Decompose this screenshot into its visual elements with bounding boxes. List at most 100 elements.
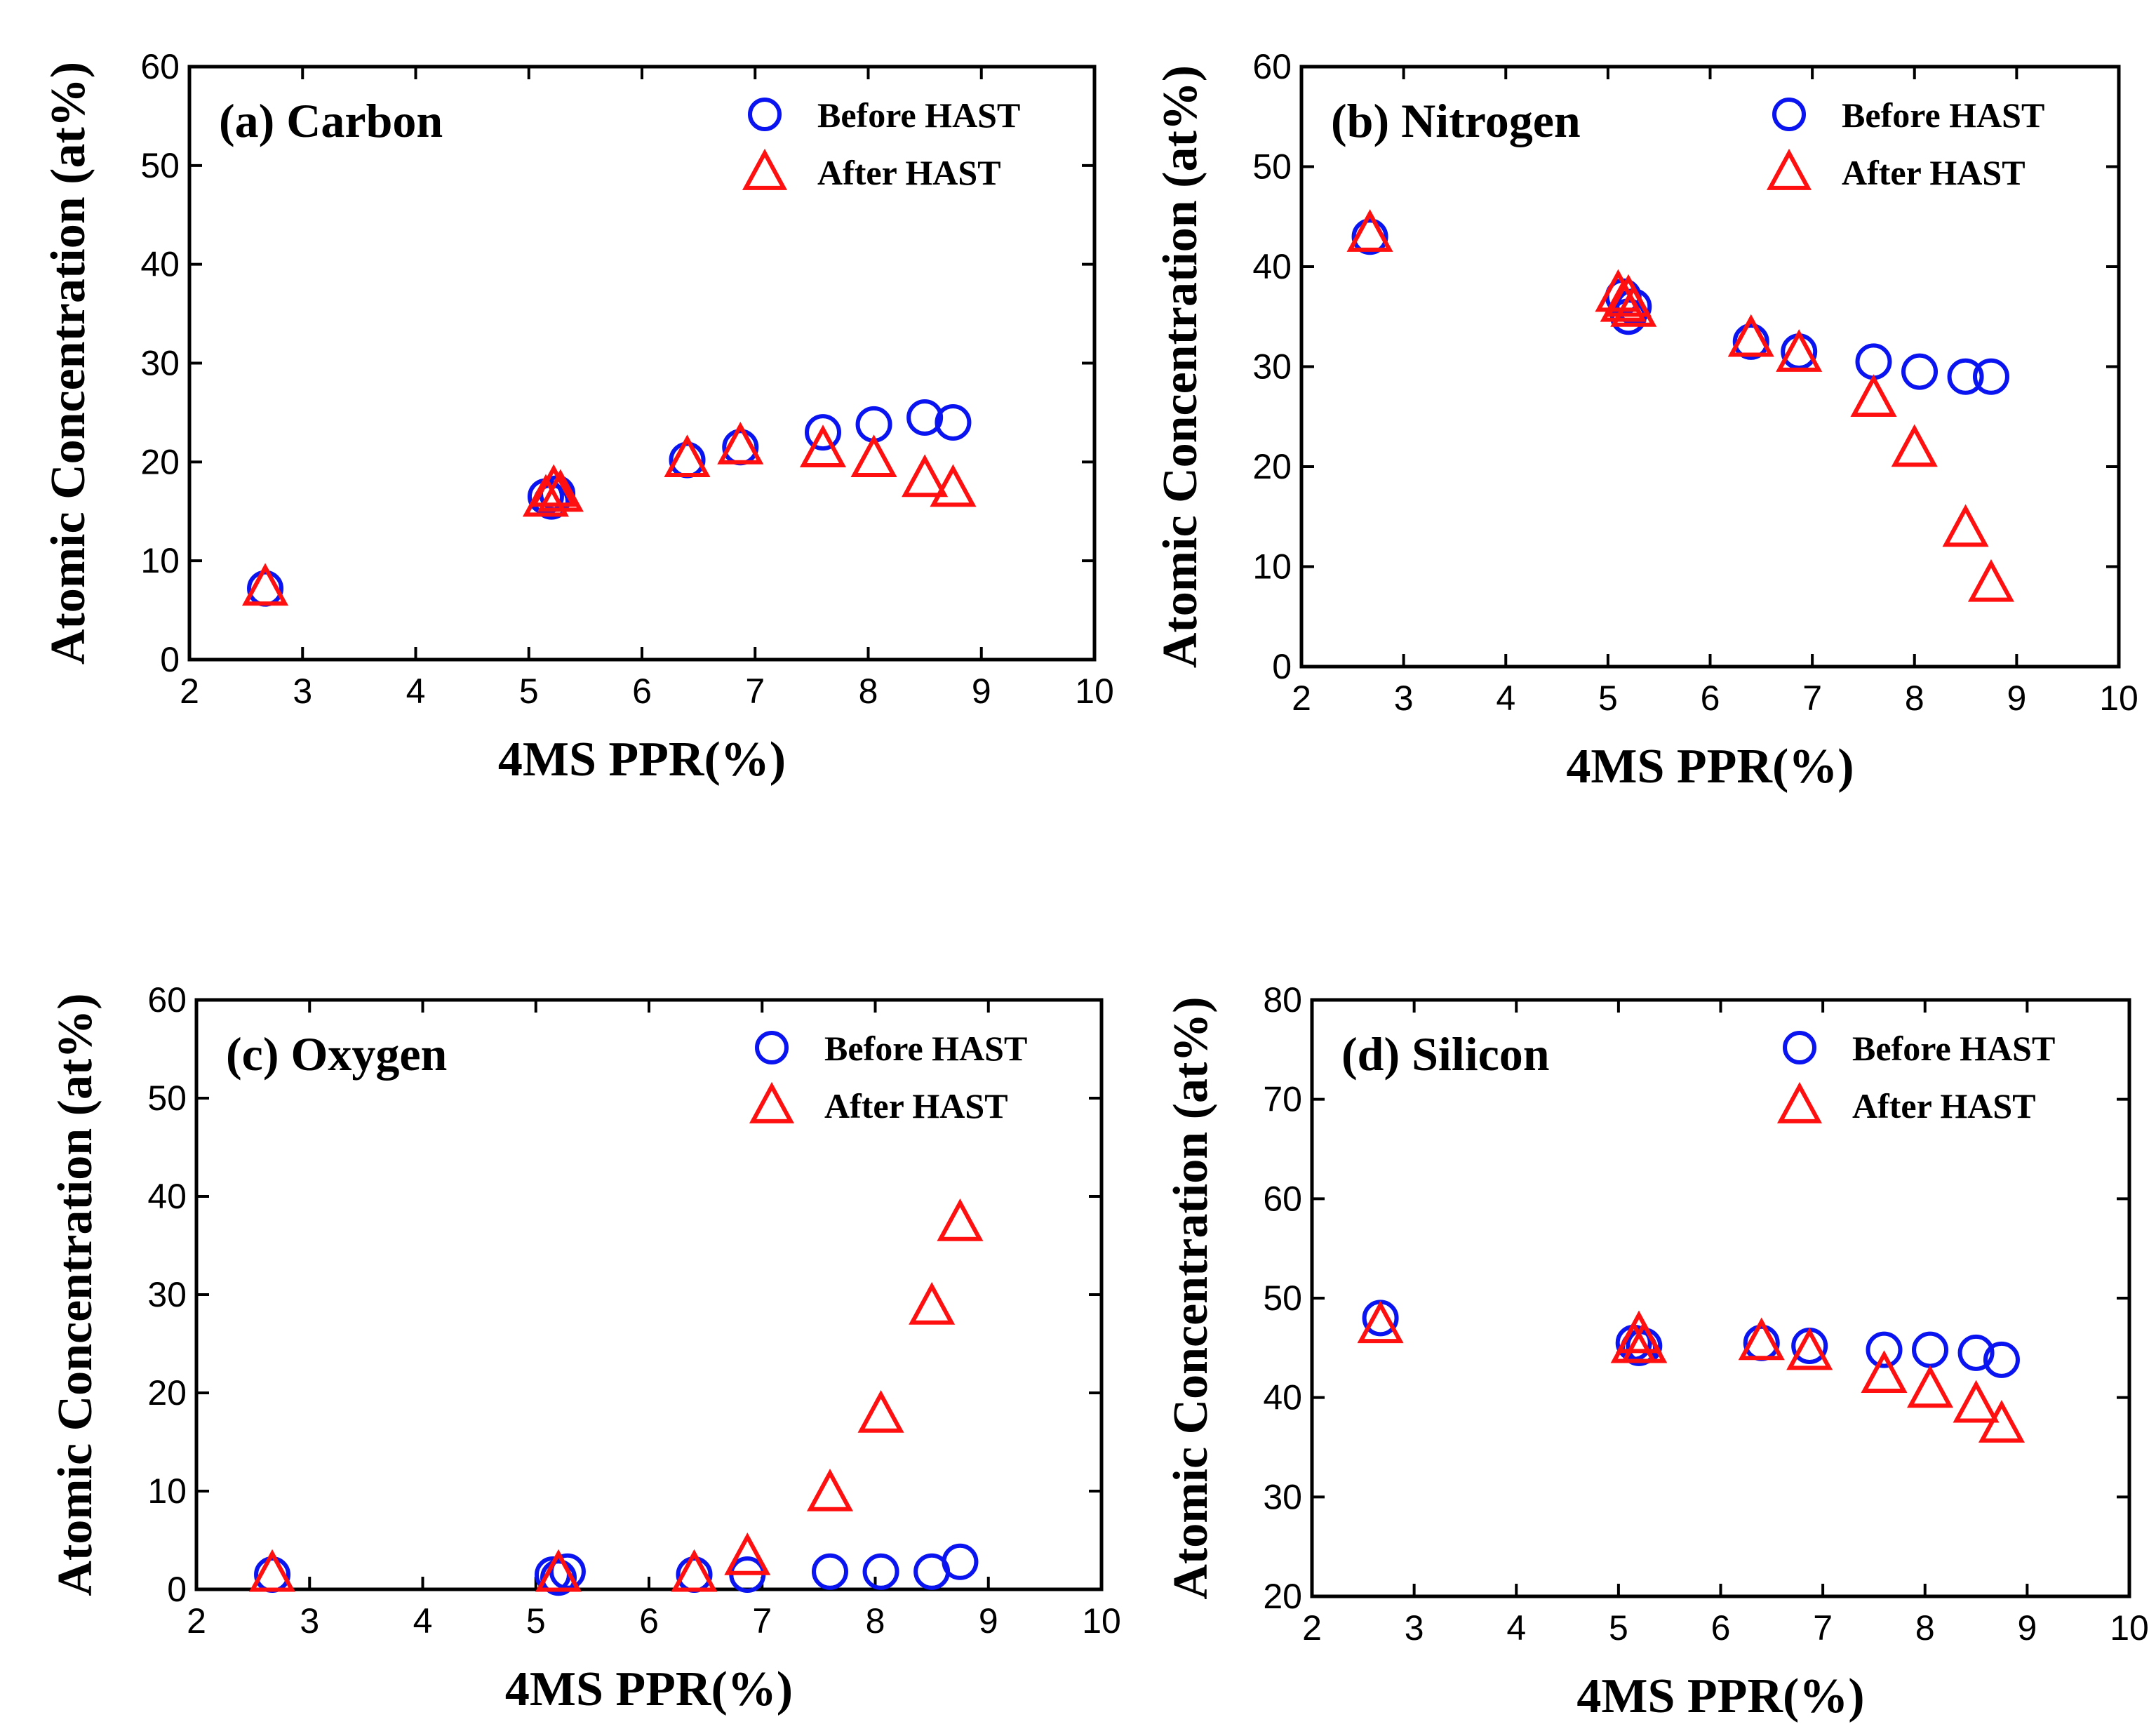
y-tick-label: 20: [1263, 1577, 1302, 1616]
legend-label-after: After HAST: [817, 153, 1001, 192]
legend-label-after: After HAST: [824, 1086, 1008, 1126]
x-tick-label: 5: [526, 1601, 546, 1641]
point-before-hast: [812, 1553, 848, 1590]
point-after-hast: [664, 434, 711, 478]
y-axis-label: Atomic Concentration (at%): [41, 62, 95, 665]
panel-title: (b) Nitrogen: [1331, 94, 1581, 147]
y-tick-label: 30: [1263, 1477, 1302, 1516]
x-tick-label: 10: [1075, 672, 1114, 711]
x-tick-label: 3: [300, 1601, 319, 1641]
point-before-hast: [1983, 1341, 2020, 1378]
y-tick-label: 30: [140, 344, 180, 383]
y-tick-label: 40: [1252, 247, 1292, 286]
legend-marker-after: [1776, 1081, 1823, 1123]
legend-marker-before: [748, 98, 782, 131]
x-axis-label: 4MS PPR(%): [1566, 740, 1854, 794]
x-tick-label: 9: [979, 1601, 998, 1641]
point-before-hast: [1901, 353, 1939, 390]
point-after-hast: [1621, 1320, 1668, 1363]
x-tick-label: 8: [1915, 1608, 1935, 1648]
chart-oxygen: 2 3 4 5 6 7 8 9 10 0 10 20 30 40 50 60 4MS PPR(%) Atomic …: [48, 980, 1121, 1716]
point-after-hast: [902, 454, 949, 498]
x-tick-label: 5: [1598, 679, 1618, 718]
x-axis-label: 4MS PPR(%): [498, 733, 786, 787]
y-tick-label: 0: [167, 1570, 187, 1609]
point-before-hast: [1947, 358, 1984, 395]
point-before-hast: [862, 1553, 899, 1590]
point-before-hast: [1912, 1331, 1949, 1368]
point-after-hast: [724, 1532, 771, 1575]
legend-label-after: After HAST: [1842, 153, 2026, 192]
point-after-hast: [1942, 504, 1989, 547]
x-tick-label: 3: [1394, 679, 1414, 718]
y-tick-label: 40: [140, 245, 180, 284]
y-axis-label: Atomic Concentration (at%): [1164, 996, 1218, 1599]
point-after-hast: [1727, 314, 1774, 357]
point-after-hast: [1610, 283, 1657, 327]
x-axis-label: 4MS PPR(%): [1576, 1669, 1864, 1723]
point-after-hast: [850, 434, 897, 478]
point-before-hast: [805, 414, 841, 451]
y-tick-label: 10: [140, 541, 180, 580]
legend-marker-before: [1772, 98, 1806, 131]
y-tick-label: 60: [1252, 47, 1292, 86]
point-after-hast: [1786, 1327, 1833, 1370]
x-tick-label: 3: [293, 672, 312, 711]
y-tick-label: 50: [1263, 1278, 1302, 1318]
y-tick-label: 30: [147, 1275, 187, 1314]
point-before-hast: [1855, 343, 1892, 380]
y-tick-label: 60: [1263, 1179, 1302, 1218]
panel-title: (d) Silicon: [1341, 1027, 1550, 1081]
y-tick-label: 20: [147, 1373, 187, 1413]
point-after-hast: [1953, 1380, 2000, 1423]
legend-label-before: Before HAST: [1842, 95, 2044, 135]
legend-marker-before: [1783, 1031, 1816, 1064]
x-tick-label: 6: [1701, 679, 1720, 718]
legend-marker-after: [1766, 148, 1812, 190]
chart-nitrogen: 2 3 4 5 6 7 8 9 10 0 10 20 30 40 50 60 4MS PPR(%) Atomic …: [1153, 47, 2138, 794]
point-after-hast: [857, 1389, 904, 1433]
point-after-hast: [717, 421, 764, 465]
y-tick-label: 70: [1263, 1080, 1302, 1119]
point-after-hast: [1776, 329, 1823, 372]
point-after-hast: [930, 464, 977, 507]
x-tick-label: 10: [2110, 1608, 2149, 1648]
x-tick-label: 7: [1813, 1608, 1833, 1648]
point-after-hast: [799, 425, 847, 467]
legend-label-before: Before HAST: [1852, 1029, 2055, 1068]
y-tick-label: 50: [147, 1079, 187, 1118]
y-tick-label: 50: [140, 146, 180, 185]
x-tick-label: 3: [1405, 1608, 1424, 1648]
x-tick-label: 5: [519, 672, 539, 711]
point-before-hast: [1732, 323, 1769, 360]
legend-label-after: After HAST: [1852, 1086, 2036, 1126]
chart-carbon: 2 3 4 5 6 7 8 9 10 0 10 20 30 40 50 60 4MS PPR(%) Atomic …: [41, 47, 1114, 787]
point-after-hast: [522, 474, 569, 517]
chart-silicon: 2 3 4 5 6 7 8 9 10 20 30 40 50 60 70 80 4MS PPR(%) Atomic…: [1164, 980, 2149, 1723]
point-after-hast: [1357, 1300, 1404, 1344]
point-after-hast: [248, 1549, 296, 1592]
panel-title: (c) Oxygen: [226, 1027, 447, 1081]
point-after-hast: [806, 1468, 854, 1511]
point-after-hast: [537, 469, 584, 512]
x-tick-label: 10: [1082, 1601, 1121, 1641]
legend-marker-after: [742, 148, 788, 190]
x-tick-label: 8: [866, 1601, 885, 1641]
point-after-hast: [909, 1281, 956, 1325]
point-before-hast: [1866, 1331, 1903, 1368]
point-after-hast: [1738, 1317, 1785, 1361]
x-tick-label: 6: [639, 1601, 659, 1641]
x-tick-label: 4: [1506, 1608, 1526, 1648]
x-axis-label: 4MS PPR(%): [505, 1662, 793, 1716]
point-after-hast: [530, 464, 577, 507]
point-after-hast: [535, 1549, 582, 1592]
point-before-hast: [935, 404, 972, 441]
x-tick-label: 7: [1802, 679, 1822, 718]
x-tick-label: 2: [187, 1601, 206, 1641]
y-axis-label: Atomic Concentration (at%): [1153, 65, 1207, 668]
y-tick-label: 60: [140, 47, 180, 86]
point-after-hast: [1850, 374, 1897, 418]
legend-marker-after: [749, 1081, 795, 1123]
x-tick-label: 4: [1496, 679, 1515, 718]
